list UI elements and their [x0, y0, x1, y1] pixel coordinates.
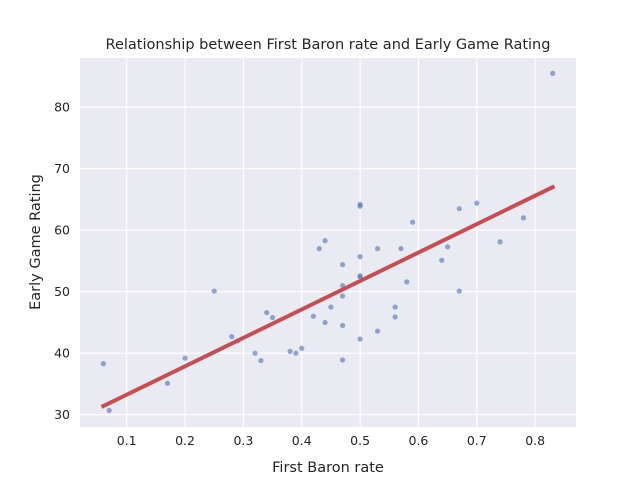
data-point — [164, 380, 171, 386]
data-point — [310, 313, 317, 319]
data-point — [339, 322, 346, 329]
data-point — [293, 350, 299, 356]
data-point — [474, 200, 480, 206]
x-tick-label: 0.8 — [525, 433, 545, 448]
data-point — [550, 70, 556, 76]
data-point — [252, 350, 258, 356]
data-point — [439, 257, 445, 263]
grid-lines — [80, 58, 576, 427]
data-point — [445, 244, 451, 250]
x-tick-label: 0.1 — [117, 433, 137, 448]
y-tick-label: 30 — [54, 407, 70, 422]
data-point — [316, 246, 322, 252]
data-point — [258, 357, 264, 364]
x-tick-label: 0.5 — [350, 433, 370, 448]
data-point — [328, 304, 334, 310]
y-axis-ticks: 30 40 50 60 70 80 — [54, 100, 70, 423]
x-tick-label: 0.7 — [467, 433, 487, 448]
data-point — [392, 304, 398, 310]
data-point — [339, 293, 346, 299]
data-point — [100, 361, 106, 367]
data-point — [520, 215, 527, 221]
x-axis-label: First Baron rate — [272, 460, 384, 476]
data-point — [375, 328, 381, 334]
data-point — [357, 254, 363, 260]
data-point — [322, 238, 328, 244]
data-point — [299, 345, 305, 351]
data-point — [229, 333, 235, 340]
y-tick-label: 70 — [54, 161, 70, 176]
data-point — [106, 407, 112, 413]
data-point — [375, 246, 381, 252]
y-tick-label: 80 — [54, 100, 70, 115]
data-points — [100, 70, 556, 413]
data-point — [211, 288, 217, 294]
y-axis-label: Early Game Rating — [28, 174, 44, 310]
y-tick-label: 40 — [54, 346, 70, 361]
y-tick-label: 60 — [54, 223, 70, 238]
data-point — [398, 246, 404, 252]
x-tick-label: 0.3 — [233, 433, 253, 448]
y-tick-label: 50 — [54, 284, 70, 299]
data-point — [339, 262, 346, 268]
data-point — [182, 355, 188, 361]
data-point — [357, 336, 363, 342]
data-point — [269, 314, 276, 321]
x-tick-label: 0.2 — [175, 433, 195, 448]
data-point — [339, 357, 346, 363]
data-point — [264, 310, 270, 316]
data-point — [392, 314, 398, 320]
data-point — [410, 219, 416, 225]
data-point — [404, 279, 410, 285]
data-point — [456, 206, 462, 212]
data-point — [497, 239, 503, 245]
fit-line — [100, 184, 556, 409]
data-point — [322, 319, 328, 326]
data-point — [357, 203, 363, 209]
x-axis-ticks: 0.1 0.2 0.3 0.4 0.5 0.6 0.7 0.8 — [117, 433, 545, 448]
x-tick-label: 0.4 — [292, 433, 312, 448]
x-tick-label: 0.6 — [409, 433, 429, 448]
plot-area — [80, 58, 576, 427]
data-point — [287, 348, 293, 354]
data-point — [456, 288, 462, 294]
fit-line-group — [100, 184, 556, 409]
chart-title: Relationship between First Baron rate an… — [106, 37, 551, 53]
